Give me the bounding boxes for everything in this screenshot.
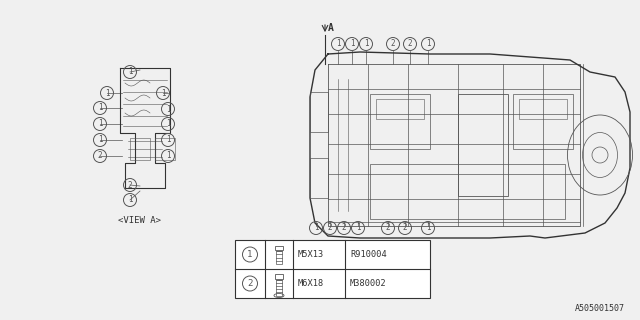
Bar <box>276 279 282 295</box>
Text: M6X18: M6X18 <box>298 279 324 288</box>
Text: 1: 1 <box>349 39 355 49</box>
Text: 2: 2 <box>342 223 346 233</box>
Text: 1: 1 <box>128 196 132 204</box>
Text: 1: 1 <box>364 39 368 49</box>
Bar <box>370 94 430 149</box>
Text: 1: 1 <box>98 103 102 113</box>
Text: R910004: R910004 <box>350 250 387 259</box>
Bar <box>519 99 567 119</box>
Text: 1: 1 <box>161 89 165 98</box>
Text: 1: 1 <box>314 223 318 233</box>
Bar <box>310 158 328 198</box>
Text: 1: 1 <box>356 223 360 233</box>
Text: 1: 1 <box>426 39 430 49</box>
Text: A: A <box>328 23 334 33</box>
Bar <box>458 94 508 196</box>
Text: 1: 1 <box>98 135 102 145</box>
Text: A505001507: A505001507 <box>575 304 625 313</box>
Bar <box>155 138 175 160</box>
Bar <box>376 99 424 119</box>
Text: 2: 2 <box>98 151 102 161</box>
Text: 1: 1 <box>166 119 170 129</box>
Text: 2: 2 <box>390 39 396 49</box>
Text: 1: 1 <box>166 105 170 114</box>
Text: 2: 2 <box>386 223 390 233</box>
Text: 2: 2 <box>328 223 332 233</box>
Text: 1: 1 <box>426 223 430 233</box>
Text: M380002: M380002 <box>350 279 387 288</box>
Text: 1: 1 <box>247 250 253 259</box>
Text: 2: 2 <box>408 39 412 49</box>
Bar <box>275 245 283 250</box>
Text: 1: 1 <box>105 89 109 98</box>
Bar <box>275 274 283 278</box>
Bar <box>235 240 430 298</box>
Text: 1: 1 <box>166 135 170 145</box>
Text: 1: 1 <box>98 119 102 129</box>
Text: 2: 2 <box>128 180 132 189</box>
Bar <box>513 94 573 149</box>
Bar <box>310 92 328 132</box>
Bar <box>370 164 565 219</box>
Text: 1: 1 <box>166 151 170 161</box>
Text: <PLAN VIEW>: <PLAN VIEW> <box>351 254 410 263</box>
Text: 2: 2 <box>247 279 253 288</box>
Text: 1: 1 <box>336 39 340 49</box>
Text: <VIEW A>: <VIEW A> <box>118 216 161 225</box>
Bar <box>130 138 150 160</box>
Text: 1: 1 <box>128 68 132 76</box>
Text: 2: 2 <box>403 223 407 233</box>
Bar <box>276 251 282 263</box>
Text: M5X13: M5X13 <box>298 250 324 259</box>
